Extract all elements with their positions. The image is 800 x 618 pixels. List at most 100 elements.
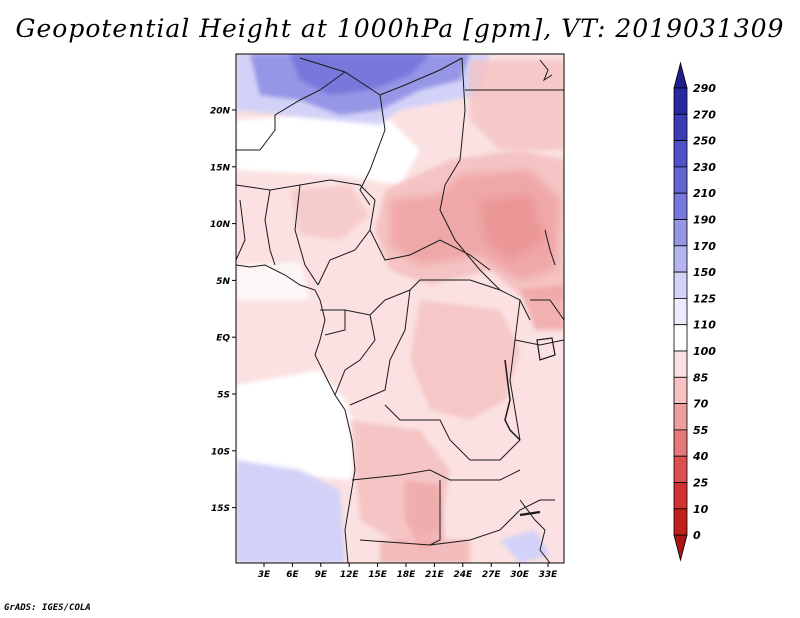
lon-label: 15E xyxy=(368,570,388,580)
lon-label: 21E xyxy=(425,570,445,580)
field-blue-sahara-core xyxy=(290,54,430,95)
colorbar-label: 25 xyxy=(693,477,709,490)
nigeria-east-border xyxy=(317,199,376,286)
lake-kariba xyxy=(519,510,541,517)
colorbar-label: 210 xyxy=(693,187,716,200)
colorbar-box xyxy=(673,297,688,326)
field-blue-southwest xyxy=(236,460,345,563)
car-border xyxy=(369,229,491,271)
colorbar-box xyxy=(673,166,688,194)
colorbar-box xyxy=(673,324,688,352)
lat-label: 10N xyxy=(210,220,231,230)
colorbar-box xyxy=(673,508,688,536)
latitude-axis: 20N 15N 10N 5N EQ 5S 10S 15S xyxy=(210,107,236,514)
colorbar-label: 150 xyxy=(693,266,716,279)
ghana-border xyxy=(264,189,276,266)
lat-label: 15S xyxy=(211,504,230,514)
chad-sudan-border xyxy=(439,57,501,291)
lat-label: 5S xyxy=(217,391,230,401)
colorbar-box xyxy=(673,192,688,220)
colorbar-label: 70 xyxy=(693,398,709,411)
field-pink-congo xyxy=(410,300,520,420)
colorbar-label: 55 xyxy=(693,424,709,437)
colorbar-label: 85 xyxy=(693,371,709,384)
colorbar-label: 110 xyxy=(693,319,716,332)
uganda-border xyxy=(530,299,564,321)
colorbar-label: 250 xyxy=(693,135,716,148)
colorbar-label: 290 xyxy=(693,82,716,95)
colorbar-bottom-arrow xyxy=(673,534,688,562)
colorbar-label: 190 xyxy=(693,214,716,227)
colorbar-box xyxy=(673,87,688,115)
field-red-south xyxy=(380,540,470,563)
namibia-border xyxy=(359,480,441,546)
colorbar-box xyxy=(673,455,688,483)
drc-north-border xyxy=(409,279,531,321)
lake-victoria xyxy=(536,337,556,361)
eq-guinea-border xyxy=(324,310,346,336)
colorbar-label: 0 xyxy=(693,529,701,542)
colorbar-box xyxy=(673,245,688,273)
lon-label: 6E xyxy=(286,570,299,580)
map-frame xyxy=(235,53,565,564)
longitude-axis: 3E 6E 9E 12E 15E 18E 21E 24E 27E 30E 33E xyxy=(258,563,558,580)
tanzania-border xyxy=(514,339,564,346)
lon-label: 3E xyxy=(258,570,271,580)
field-white-southwest xyxy=(236,370,360,480)
colorbar-box xyxy=(673,403,688,431)
colorbar-box xyxy=(673,140,688,168)
colorbar-box xyxy=(673,219,688,247)
field-white-north xyxy=(236,110,420,185)
lon-label: 30E xyxy=(510,570,530,580)
colorbar-label: 230 xyxy=(693,161,716,174)
guinea-border xyxy=(236,199,246,261)
lon-label: 24E xyxy=(453,570,473,580)
lat-label: 15N xyxy=(210,163,231,173)
lon-label: 18E xyxy=(397,570,417,580)
field-pink-egypt xyxy=(470,60,564,150)
field-red-angola xyxy=(405,480,445,550)
colorbar-label: 170 xyxy=(693,240,716,253)
angola-south-border xyxy=(351,469,521,481)
nigeria-west-border xyxy=(294,184,319,286)
ethiopia-border xyxy=(544,229,556,266)
height-field xyxy=(236,54,564,563)
lon-label: 33E xyxy=(539,570,559,580)
field-pink-nigeria xyxy=(290,185,370,240)
lon-label: 27E xyxy=(482,570,502,580)
colorbar-box xyxy=(673,271,688,299)
chart-title: Geopotential Height at 1000hPa [gpm], VT… xyxy=(15,14,785,43)
west-coastline xyxy=(236,264,356,563)
colorbar-box xyxy=(673,113,688,142)
lon-label: 9E xyxy=(315,570,328,580)
colorbar-label: 125 xyxy=(693,292,716,305)
credit-label: GrADS: IGES/COLA xyxy=(4,603,91,613)
field-red-lakes xyxy=(520,285,564,330)
colorbar-label: 40 xyxy=(692,450,709,463)
lat-label: 10S xyxy=(211,447,230,457)
field-white-guinea xyxy=(236,262,310,300)
colorbar-label: 10 xyxy=(693,503,709,516)
sahara-border-north xyxy=(299,57,463,96)
lat-label: 20N xyxy=(210,107,231,117)
colorbar-top-arrow xyxy=(673,61,688,89)
country-borders xyxy=(236,57,564,563)
lon-label: 12E xyxy=(340,570,360,580)
niger-chad-border xyxy=(359,94,386,206)
red-sea-coast xyxy=(539,59,553,82)
colorbar-box xyxy=(673,350,688,378)
lat-label: EQ xyxy=(216,334,230,344)
field-red-core xyxy=(480,195,545,260)
drc-south-border xyxy=(384,299,521,461)
congo-border xyxy=(349,289,411,406)
mali-border xyxy=(236,71,346,151)
gabon-border xyxy=(334,314,376,396)
zambia-south-border xyxy=(429,499,555,546)
field-blue-mozambique xyxy=(500,530,550,563)
colorbar-label: 270 xyxy=(693,108,716,121)
colorbar: 2902702502302101901701501251101008570554… xyxy=(673,61,716,562)
colorbar-box xyxy=(673,482,688,510)
colorbar-label: 100 xyxy=(693,345,716,358)
sahel-border xyxy=(236,179,376,201)
